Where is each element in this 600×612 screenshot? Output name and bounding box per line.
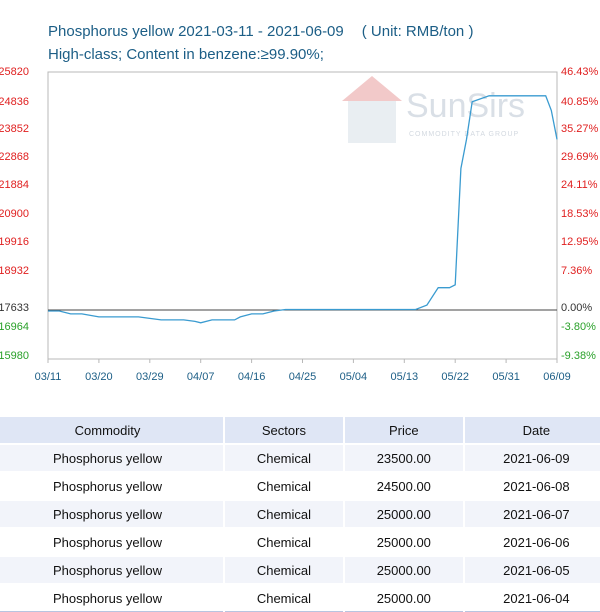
cell-commodity: Phosphorus yellow: [0, 499, 225, 529]
x-tick-label: 04/16: [238, 371, 266, 383]
y-tick-left-label: 23852: [0, 123, 29, 135]
table-header-row: Commodity Sectors Price Date: [0, 415, 600, 445]
series-line-price: [48, 95, 558, 324]
y-tick-right-label: 18.53%: [561, 208, 599, 220]
cell-date: 2021-06-09: [462, 443, 600, 473]
y-axis-right: 46.43% 40.85% 35.27% 29.69% 24.11% 18.53% 12.9…: [561, 66, 599, 362]
cell-price: 24500.00: [342, 471, 465, 501]
title-text: Phosphorus yellow 2021-03-11 - 2021-06-0…: [48, 23, 344, 40]
cell-sector: Chemical: [223, 443, 345, 473]
line-chart: SunSirs COMMODITY DATA GROUP 25820248362…: [0, 66, 599, 383]
cell-date: 2021-06-06: [462, 527, 600, 557]
y-axis-left: 25820 24836 23852 22868 21884 20900 19916 18932…: [0, 66, 29, 362]
y-tick-left-label: 19916: [0, 236, 29, 248]
watermark-logo-base: [348, 101, 396, 143]
table-row: Phosphorus yellow Chemical 25000.00 2021…: [0, 527, 600, 557]
cell-sector: Chemical: [223, 471, 345, 501]
header-date: Date: [462, 415, 600, 445]
y-tick-right-label: -3.80%: [561, 321, 596, 333]
x-tick-label: 03/11: [35, 371, 62, 383]
unit-label: ( Unit: RMB/ton ): [361, 23, 474, 40]
chart-title: Phosphorus yellow 2021-03-11 - 2021-06-0…: [48, 23, 473, 40]
y-tick-left-label: 25820: [0, 66, 29, 78]
y-tick-left-label: 20900: [0, 208, 29, 220]
x-tick-label: 05/13: [391, 371, 419, 383]
y-tick-left-label: 17633: [0, 302, 29, 314]
y-tick-left-label: 15980: [0, 350, 29, 362]
y-tick-right-label: 0.00%: [561, 302, 592, 314]
table-row: Phosphorus yellow Chemical 23500.00 2021…: [0, 443, 600, 473]
x-tick-label: 05/04: [340, 371, 368, 383]
cell-sector: Chemical: [223, 583, 345, 612]
y-tick-left-label: 18932: [0, 265, 29, 277]
y-tick-right-label: 24.11%: [561, 179, 598, 191]
chart-subtitle: High-class; Content in benzene:≥99.90%;: [48, 46, 324, 63]
header-sectors: Sectors: [223, 415, 345, 445]
x-axis: 03/11 03/20 03/29 04/07 04/16 04/25 05/04 05/13…: [35, 359, 571, 383]
x-tick-label: 03/29: [136, 371, 164, 383]
cell-price: 25000.00: [342, 583, 465, 612]
cell-sector: Chemical: [223, 555, 345, 585]
table-row: Phosphorus yellow Chemical 25000.00 2021…: [0, 583, 600, 612]
y-tick-left-label: 24836: [0, 96, 29, 108]
cell-sector: Chemical: [223, 527, 345, 557]
header-price: Price: [342, 415, 465, 445]
table-row: Phosphorus yellow Chemical 25000.00 2021…: [0, 555, 600, 585]
cell-commodity: Phosphorus yellow: [0, 527, 225, 557]
watermark-tagline: COMMODITY DATA GROUP: [409, 131, 519, 138]
cell-date: 2021-06-04: [462, 583, 600, 612]
watermark-logo-roof: [342, 76, 402, 101]
watermark: SunSirs COMMODITY DATA GROUP: [342, 76, 525, 143]
y-tick-left-label: 21884: [0, 179, 29, 191]
cell-sector: Chemical: [223, 499, 345, 529]
y-tick-right-label: 29.69%: [561, 151, 599, 163]
y-tick-left-label: 22868: [0, 151, 29, 163]
header-commodity: Commodity: [0, 415, 225, 445]
x-tick-label: 05/31: [492, 371, 520, 383]
y-tick-right-label: 46.43%: [561, 66, 599, 78]
table-row: Phosphorus yellow Chemical 24500.00 2021…: [0, 471, 600, 501]
cell-commodity: Phosphorus yellow: [0, 583, 225, 612]
x-tick-label: 03/20: [85, 371, 113, 383]
y-tick-right-label: 40.85%: [561, 96, 599, 108]
cell-price: 25000.00: [342, 555, 465, 585]
watermark-brand: SunSirs: [406, 87, 525, 125]
y-tick-right-label: -9.38%: [561, 350, 596, 362]
x-tick-label: 04/25: [289, 371, 317, 383]
cell-price: 23500.00: [342, 443, 465, 473]
y-tick-right-label: 12.95%: [561, 236, 599, 248]
x-tick-label: 04/07: [187, 371, 215, 383]
cell-date: 2021-06-07: [462, 499, 600, 529]
price-table: Commodity Sectors Price Date Phosphorus …: [0, 415, 600, 612]
table-row: Phosphorus yellow Chemical 25000.00 2021…: [0, 499, 600, 529]
x-tick-label: 06/09: [543, 371, 571, 383]
cell-date: 2021-06-08: [462, 471, 600, 501]
y-tick-right-label: 7.36%: [561, 265, 592, 277]
cell-commodity: Phosphorus yellow: [0, 443, 225, 473]
cell-price: 25000.00: [342, 499, 465, 529]
x-tick-label: 05/22: [441, 371, 469, 383]
cell-commodity: Phosphorus yellow: [0, 555, 225, 585]
cell-date: 2021-06-05: [462, 555, 600, 585]
cell-commodity: Phosphorus yellow: [0, 471, 225, 501]
y-tick-left-label: 16964: [0, 321, 29, 333]
y-tick-right-label: 35.27%: [561, 123, 599, 135]
cell-price: 25000.00: [342, 527, 465, 557]
